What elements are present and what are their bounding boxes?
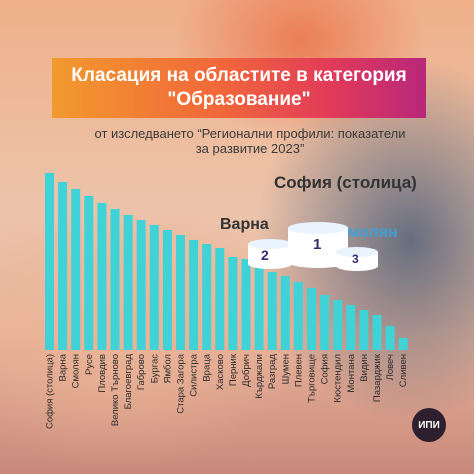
- bar-1: [45, 173, 54, 350]
- x-tick-label: Ямбол: [162, 354, 173, 383]
- bar-4: [84, 196, 94, 350]
- x-tick-label: Велико Търново: [110, 354, 121, 426]
- bar-24: [346, 305, 356, 350]
- podium-third-label: Смолян: [336, 224, 398, 241]
- bar-6: [110, 209, 120, 350]
- bar-17: [254, 266, 264, 350]
- bar-14: [215, 248, 225, 350]
- x-tick-label: Перник: [228, 353, 239, 386]
- x-tick-label: Ловеч: [385, 354, 396, 380]
- x-tick-label: Бургас: [149, 354, 160, 383]
- x-tick-label: Стара Загора: [176, 353, 187, 413]
- podium-rank-1: 1: [313, 236, 322, 253]
- x-tick-label: Плевен: [293, 354, 304, 387]
- bar-8: [136, 220, 146, 350]
- chart-subtitle: от изследването “Регионални профили: пок…: [94, 126, 406, 156]
- x-tick-label: Разград: [267, 354, 278, 390]
- x-tick-label: Добрич: [241, 354, 252, 387]
- podium-rank-2: 2: [261, 247, 269, 263]
- bar-11: [176, 235, 185, 350]
- x-tick-label: Кърджали: [254, 354, 265, 399]
- x-tick-label: Монтана: [346, 353, 357, 392]
- bar-12: [189, 240, 199, 350]
- podium-second-label: Варна: [220, 216, 269, 233]
- bar-23: [333, 300, 343, 350]
- x-tick-label: Враца: [202, 353, 213, 381]
- bar-5: [97, 203, 107, 350]
- bar-20: [293, 282, 303, 350]
- bar-16: [241, 259, 251, 350]
- bar-7: [123, 215, 133, 350]
- x-tick-label: Пловдив: [97, 354, 108, 393]
- x-tick-label: Варна: [58, 353, 69, 381]
- x-tick-label: София (столица): [45, 354, 56, 429]
- x-tick-label: Благоевград: [123, 354, 134, 410]
- x-tick-label: Силистра: [189, 353, 200, 396]
- x-tick-label: Шумен: [280, 354, 291, 384]
- bar-18: [267, 272, 277, 350]
- x-tick-label: Смолян: [71, 354, 82, 388]
- bar-2: [58, 182, 68, 350]
- bar-28: [398, 338, 408, 350]
- bar-27: [385, 326, 395, 350]
- bar-19: [280, 276, 290, 350]
- x-tick-label: Сливен: [398, 354, 409, 387]
- chart-title-line1: Класация на областите в категория: [71, 65, 407, 86]
- bar-25: [359, 310, 369, 350]
- bar-10: [162, 230, 172, 350]
- bar-3: [71, 189, 81, 350]
- ipi-logo: ИПИ: [412, 408, 446, 442]
- x-tick-label: Русе: [84, 354, 95, 375]
- bar-22: [320, 295, 330, 350]
- x-tick-label: Пазарджик: [372, 353, 383, 402]
- chart-title-line2: "Образование": [167, 89, 311, 110]
- x-tick-label: Кюстендил: [333, 354, 344, 403]
- podium-graphic: [248, 222, 378, 271]
- x-tick-label: Търговище: [307, 354, 318, 403]
- bar-21: [307, 288, 316, 350]
- bar-26: [372, 315, 382, 350]
- title-banner: Класация на областите в категория "Образ…: [52, 58, 426, 118]
- x-tick-label: Видин: [359, 354, 370, 382]
- x-tick-label: София: [320, 354, 331, 384]
- x-tick-label: Габрово: [136, 354, 147, 390]
- podium-first-label: София (столица): [274, 173, 417, 192]
- x-tick-label: Хасково: [215, 354, 226, 390]
- bar-9: [149, 225, 159, 350]
- bar-13: [202, 244, 212, 350]
- bar-15: [228, 257, 238, 350]
- podium-rank-3: 3: [352, 252, 359, 266]
